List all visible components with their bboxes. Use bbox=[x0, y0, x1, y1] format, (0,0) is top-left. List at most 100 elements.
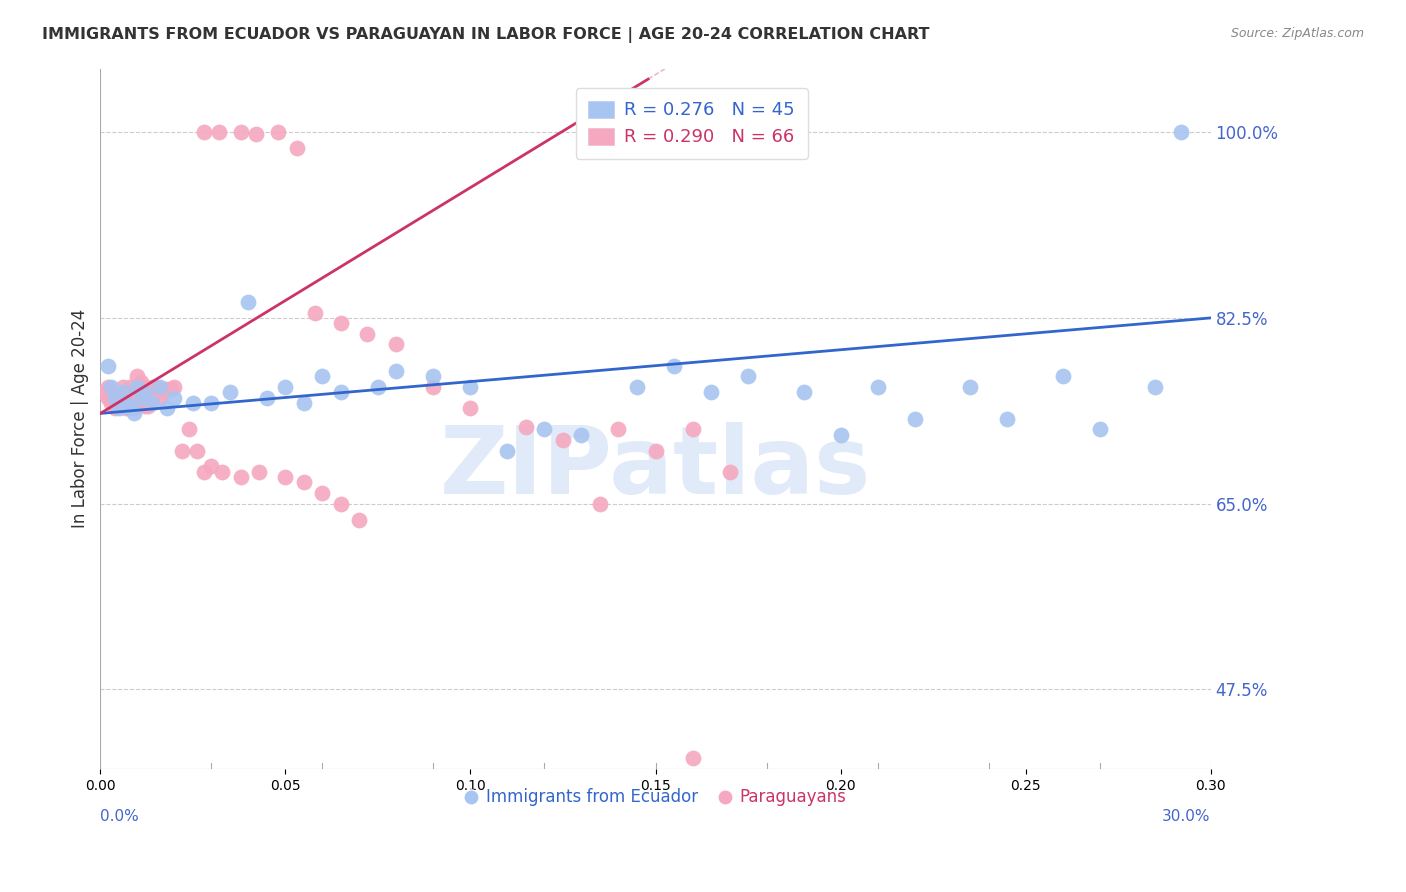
Point bbox=[111, 391, 134, 405]
Point bbox=[118, 401, 141, 416]
Point bbox=[682, 751, 704, 765]
Point bbox=[122, 385, 145, 400]
Point bbox=[97, 380, 120, 394]
Point bbox=[718, 465, 741, 479]
Point bbox=[496, 443, 519, 458]
Point bbox=[285, 141, 308, 155]
Point bbox=[460, 401, 482, 416]
Point bbox=[460, 380, 482, 394]
Point bbox=[127, 380, 149, 394]
Point bbox=[274, 470, 297, 484]
Point bbox=[148, 391, 170, 405]
Point bbox=[422, 380, 444, 394]
Point bbox=[737, 369, 759, 384]
Point bbox=[104, 391, 127, 405]
Y-axis label: In Labor Force | Age 20-24: In Labor Force | Age 20-24 bbox=[72, 310, 89, 528]
Point bbox=[1170, 125, 1192, 139]
Point bbox=[138, 399, 160, 413]
Point bbox=[385, 364, 408, 378]
Text: 30.0%: 30.0% bbox=[1163, 809, 1211, 824]
Point bbox=[356, 326, 378, 341]
Point bbox=[700, 385, 723, 400]
Point bbox=[607, 422, 630, 436]
Point bbox=[995, 411, 1018, 425]
Point bbox=[311, 486, 333, 500]
Point bbox=[134, 380, 156, 394]
Point bbox=[422, 369, 444, 384]
Point bbox=[97, 391, 120, 405]
Point bbox=[127, 385, 149, 400]
Point bbox=[1144, 380, 1167, 394]
Point bbox=[292, 475, 315, 490]
Point bbox=[118, 380, 141, 394]
Point bbox=[866, 380, 889, 394]
Point bbox=[211, 465, 233, 479]
Point bbox=[145, 380, 167, 394]
Point bbox=[274, 380, 297, 394]
Point bbox=[179, 422, 201, 436]
Point bbox=[959, 380, 981, 394]
Point bbox=[108, 391, 131, 405]
Point bbox=[163, 380, 186, 394]
Point bbox=[200, 396, 222, 410]
Point bbox=[122, 406, 145, 420]
Point bbox=[292, 396, 315, 410]
Point bbox=[793, 385, 815, 400]
Point bbox=[93, 385, 115, 400]
Point bbox=[304, 305, 326, 319]
Point bbox=[515, 420, 537, 434]
Point bbox=[249, 465, 271, 479]
Point bbox=[118, 396, 141, 410]
Point bbox=[245, 128, 267, 142]
Point bbox=[311, 369, 333, 384]
Legend: Immigrants from Ecuador, Paraguayans: Immigrants from Ecuador, Paraguayans bbox=[458, 781, 853, 814]
Point bbox=[367, 380, 389, 394]
Point bbox=[551, 433, 574, 447]
Point bbox=[256, 391, 278, 405]
Point bbox=[200, 459, 222, 474]
Point bbox=[238, 295, 260, 310]
Point bbox=[122, 401, 145, 416]
Point bbox=[903, 411, 925, 425]
Text: IMMIGRANTS FROM ECUADOR VS PARAGUAYAN IN LABOR FORCE | AGE 20-24 CORRELATION CHA: IMMIGRANTS FROM ECUADOR VS PARAGUAYAN IN… bbox=[42, 27, 929, 43]
Text: ZIPatlas: ZIPatlas bbox=[440, 422, 872, 514]
Point bbox=[100, 385, 122, 400]
Point bbox=[129, 392, 152, 407]
Point bbox=[830, 427, 852, 442]
Point bbox=[267, 125, 290, 139]
Point bbox=[141, 396, 163, 410]
Point bbox=[1088, 422, 1111, 436]
Point bbox=[138, 385, 160, 400]
Point bbox=[159, 382, 181, 396]
Point bbox=[208, 125, 231, 139]
Point bbox=[129, 375, 152, 389]
Point bbox=[662, 359, 685, 373]
Point bbox=[100, 380, 122, 394]
Point bbox=[329, 497, 352, 511]
Point bbox=[193, 125, 215, 139]
Point bbox=[229, 125, 252, 139]
Point bbox=[385, 337, 408, 351]
Point bbox=[219, 385, 242, 400]
Point bbox=[148, 380, 170, 394]
Point bbox=[329, 385, 352, 400]
Point bbox=[115, 385, 138, 400]
Point bbox=[533, 422, 555, 436]
Point bbox=[163, 391, 186, 405]
Text: Source: ZipAtlas.com: Source: ZipAtlas.com bbox=[1230, 27, 1364, 40]
Point bbox=[589, 497, 612, 511]
Point bbox=[115, 401, 138, 416]
Point bbox=[111, 380, 134, 394]
Point bbox=[111, 385, 134, 400]
Point bbox=[193, 465, 215, 479]
Point bbox=[682, 422, 704, 436]
Point bbox=[229, 470, 252, 484]
Point bbox=[108, 401, 131, 416]
Point bbox=[626, 380, 648, 394]
Point bbox=[127, 369, 149, 384]
Point bbox=[571, 427, 593, 442]
Point bbox=[186, 443, 208, 458]
Point bbox=[134, 385, 156, 400]
Point bbox=[108, 396, 131, 410]
Point bbox=[141, 380, 163, 394]
